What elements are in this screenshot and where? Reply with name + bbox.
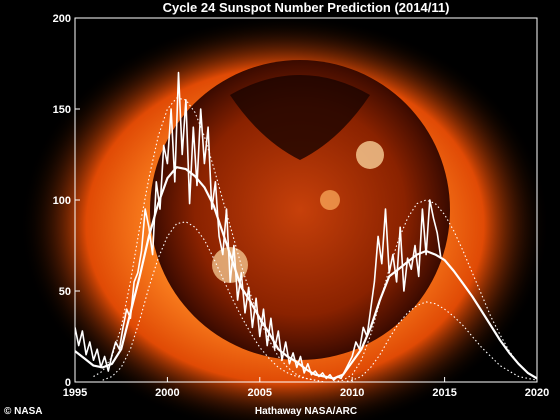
x-axis: 1995 2000 2005 2010 2015 2020 (63, 377, 549, 399)
x-tick-label: 2000 (155, 387, 179, 399)
series-layer (75, 71, 537, 382)
y-tick-label: 200 (53, 13, 71, 25)
x-tick-label: 2005 (248, 387, 272, 399)
series-line-cycle24-envelope-lower (342, 301, 537, 382)
y-axis: 0 50 100 150 200 (53, 13, 80, 389)
y-tick-label: 150 (53, 104, 71, 116)
x-tick-label: 2010 (340, 387, 364, 399)
x-tick-label: 1995 (63, 387, 87, 399)
series-line-smoothed-observed (75, 166, 427, 380)
chart-title: Cycle 24 Sunspot Number Prediction (2014… (163, 0, 450, 15)
y-tick-label: 100 (53, 195, 71, 207)
x-tick-label: 2015 (432, 387, 456, 399)
x-tick-label: 2020 (525, 387, 549, 399)
y-tick-label: 0 (65, 377, 71, 389)
credit-left: © NASA (4, 406, 42, 417)
series-line-cycle23-envelope-upper (93, 97, 316, 381)
series-line-cycle23-envelope-lower (102, 221, 334, 382)
credit-center: Hathaway NASA/ARC (255, 406, 357, 417)
y-tick-label: 50 (59, 286, 71, 298)
series-line-monthly-observed (75, 71, 442, 382)
series-line-cycle24-envelope-upper (333, 199, 537, 382)
